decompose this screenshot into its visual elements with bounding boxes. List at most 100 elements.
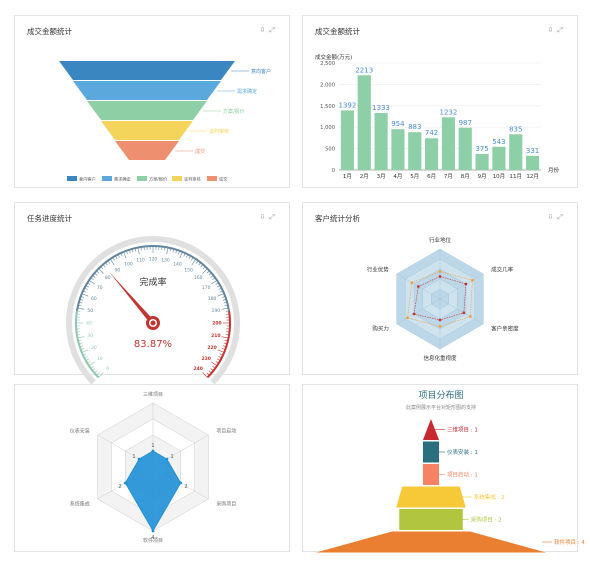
- gauge-tick: [84, 287, 88, 290]
- gauge-needle: [108, 271, 155, 325]
- gauge-tick: [211, 279, 218, 285]
- radar-point: [438, 325, 442, 328]
- gauge-tick: [202, 268, 208, 274]
- y-axis-title: 成交金额(万元): [315, 53, 352, 61]
- gauge-tick-label: 140: [173, 261, 182, 267]
- chart-subtitle: 此案例展示平台对矩形图的支持: [406, 404, 476, 411]
- pyramid-label: 系统集成 : 2: [474, 493, 505, 501]
- radar-value-label: 2: [184, 484, 187, 490]
- funnel-label: 谈判审核: [209, 128, 229, 135]
- bar: [374, 112, 388, 170]
- gauge-tick: [222, 345, 227, 348]
- funnel-segment: [87, 101, 207, 120]
- radar-value-label: 1: [132, 454, 135, 460]
- y-tick-label: 500: [325, 147, 335, 153]
- radar-point: [137, 457, 141, 461]
- x-tick-label: 4月: [393, 173, 402, 180]
- gauge-tick: [98, 372, 104, 378]
- radar-axis-label: 信息化重视度: [423, 354, 457, 362]
- funnel-segment: [115, 141, 179, 160]
- legend-label: 方案/报价: [149, 176, 168, 183]
- legend-label: 意向客户: [79, 176, 96, 183]
- panel-title: 成交金额统计: [315, 27, 360, 36]
- gauge-tick: [212, 277, 216, 281]
- cloud-download-icon[interactable]: ⇩: [547, 26, 558, 34]
- funnel-segment: [101, 121, 193, 140]
- radar-value-label: 1: [151, 443, 154, 449]
- chart-title: 项目分布图: [418, 389, 463, 401]
- gauge-tick: [90, 365, 94, 369]
- legend-swatch: [102, 176, 112, 181]
- x-tick-label: 9月: [478, 173, 487, 180]
- gauge-tick-label: 110: [136, 258, 145, 264]
- legend-swatch: [67, 176, 77, 181]
- radar-point: [462, 311, 466, 315]
- radar-axis-label: 客户亲密度: [491, 325, 519, 333]
- cloud-download-icon[interactable]: ⇩: [259, 213, 270, 221]
- radar-axis-label: 采购项目: [216, 501, 236, 508]
- gauge-tick: [81, 293, 89, 297]
- project-radar-panel: 三维项目 项目启动 采购项目 软件项目 系统集成 仪表安装 1 1 2 4 2 1: [14, 384, 290, 552]
- gauge-tick: [123, 251, 127, 259]
- gauge-tick: [96, 372, 100, 376]
- cloud-download-icon[interactable]: ⇩: [259, 26, 270, 34]
- legend-label: 成交: [219, 176, 227, 183]
- fullscreen-icon[interactable]: ⤢: [557, 213, 567, 221]
- gauge-tick: [175, 249, 178, 254]
- fullscreen-icon[interactable]: ⤢: [269, 213, 279, 221]
- bar: [425, 138, 439, 170]
- funnel-label: 成交: [195, 148, 205, 155]
- gauge-tick: [137, 247, 140, 255]
- x-tick-label: 11月: [510, 173, 523, 180]
- gauge-tick: [223, 301, 228, 304]
- bar: [408, 132, 422, 170]
- y-tick-label: 2,500: [320, 61, 335, 67]
- gauge-tick: [140, 246, 142, 251]
- gauge-tick-label: 20: [91, 345, 97, 351]
- gauge-tick-label: 240: [194, 366, 203, 372]
- legend-label: 需求确定: [114, 176, 131, 183]
- radar-point: [123, 481, 127, 485]
- gauge-tick: [78, 304, 82, 307]
- gauge-tick: [183, 252, 186, 257]
- data-label: 1333: [372, 104, 390, 112]
- bar: [458, 127, 472, 170]
- cloud-download-icon[interactable]: ⇩: [547, 213, 558, 221]
- gauge-tick: [198, 262, 201, 266]
- radar-axis-label: 仪表安装: [70, 428, 90, 435]
- gauge-tick: [169, 248, 172, 252]
- gauge-tick: [78, 339, 82, 342]
- radar-spoke: [439, 273, 484, 300]
- gauge-tick: [221, 348, 226, 350]
- gauge-tick: [219, 353, 224, 356]
- gauge-tick: [218, 356, 222, 359]
- fullscreen-icon[interactable]: ⤢: [269, 26, 279, 34]
- gauge-pivot-core: [150, 320, 156, 326]
- funnel-label: 意向客户: [251, 68, 271, 75]
- data-label: 1232: [440, 108, 458, 116]
- gauge-tick: [224, 304, 228, 307]
- pyramid-segment: [422, 441, 440, 463]
- gauge-tick: [102, 264, 106, 268]
- funnel-label: 需求确定: [237, 88, 257, 95]
- fullscreen-icon[interactable]: ⤢: [557, 26, 567, 34]
- gauge-tick: [115, 255, 118, 260]
- gauge-tick-label: 70: [97, 285, 103, 291]
- bar: [357, 75, 371, 170]
- panel-title: 客户统计分析: [315, 214, 360, 223]
- pyramid-label: 软件项目 : 4: [554, 538, 585, 546]
- y-tick-label: 0: [332, 168, 335, 174]
- gauge-tick: [208, 370, 212, 374]
- gauge-tick: [195, 260, 199, 264]
- radar-point: [471, 278, 474, 282]
- gauge-tick: [76, 334, 81, 336]
- gauge-tick: [98, 268, 104, 274]
- gauge-tick: [210, 275, 214, 278]
- project-pyramid-panel: 项目分布图 此案例展示平台对矩形图的支持 三维项目 : 1 仪表安装 : 1 项目启动 …: [302, 384, 585, 553]
- gauge-tick: [219, 290, 224, 293]
- gauge-tick-label: 0: [106, 366, 109, 372]
- pyramid-label: 采购项目 : 2: [471, 516, 502, 524]
- gauge-tick: [81, 349, 89, 353]
- gauge-tick-label: 170: [202, 285, 211, 291]
